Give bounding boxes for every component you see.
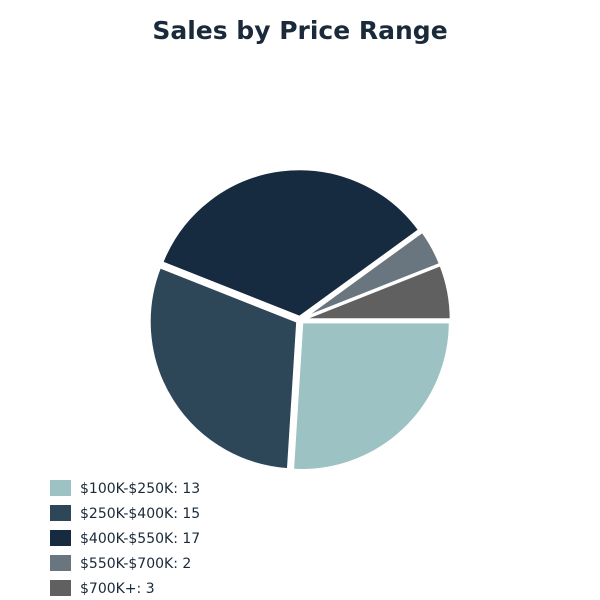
- legend-item: $700K+: 3: [50, 580, 155, 597]
- legend: $100K-$250K: 13 $250K-$400K: 15 $400K-$550…: [50, 480, 200, 597]
- legend-swatch: [50, 505, 71, 521]
- pie-slice-3: [160, 167, 421, 319]
- legend-label: $700K+: 3: [80, 581, 155, 597]
- legend-swatch: [50, 530, 71, 546]
- legend-swatch: [50, 555, 71, 571]
- legend-item: $100K-$250K: 13: [50, 480, 200, 497]
- chart-title: Sales by Price Range: [152, 16, 447, 45]
- legend-item: $400K-$550K: 17: [50, 530, 200, 547]
- legend-swatch: [50, 580, 71, 596]
- pie-slice-1: [291, 320, 452, 472]
- pie-slice-5: [301, 263, 453, 321]
- legend-label: $100K-$250K: 13: [80, 481, 200, 497]
- legend-item: $550K-$700K: 2: [50, 555, 191, 572]
- legend-label: $250K-$400K: 15: [80, 506, 200, 522]
- legend-label: $550K-$700K: 2: [80, 556, 191, 572]
- legend-label: $400K-$550K: 17: [80, 531, 200, 547]
- pie-slices: [148, 167, 453, 472]
- pie-slice-2: [148, 265, 299, 471]
- legend-swatch: [50, 480, 71, 496]
- legend-item: $250K-$400K: 15: [50, 505, 200, 522]
